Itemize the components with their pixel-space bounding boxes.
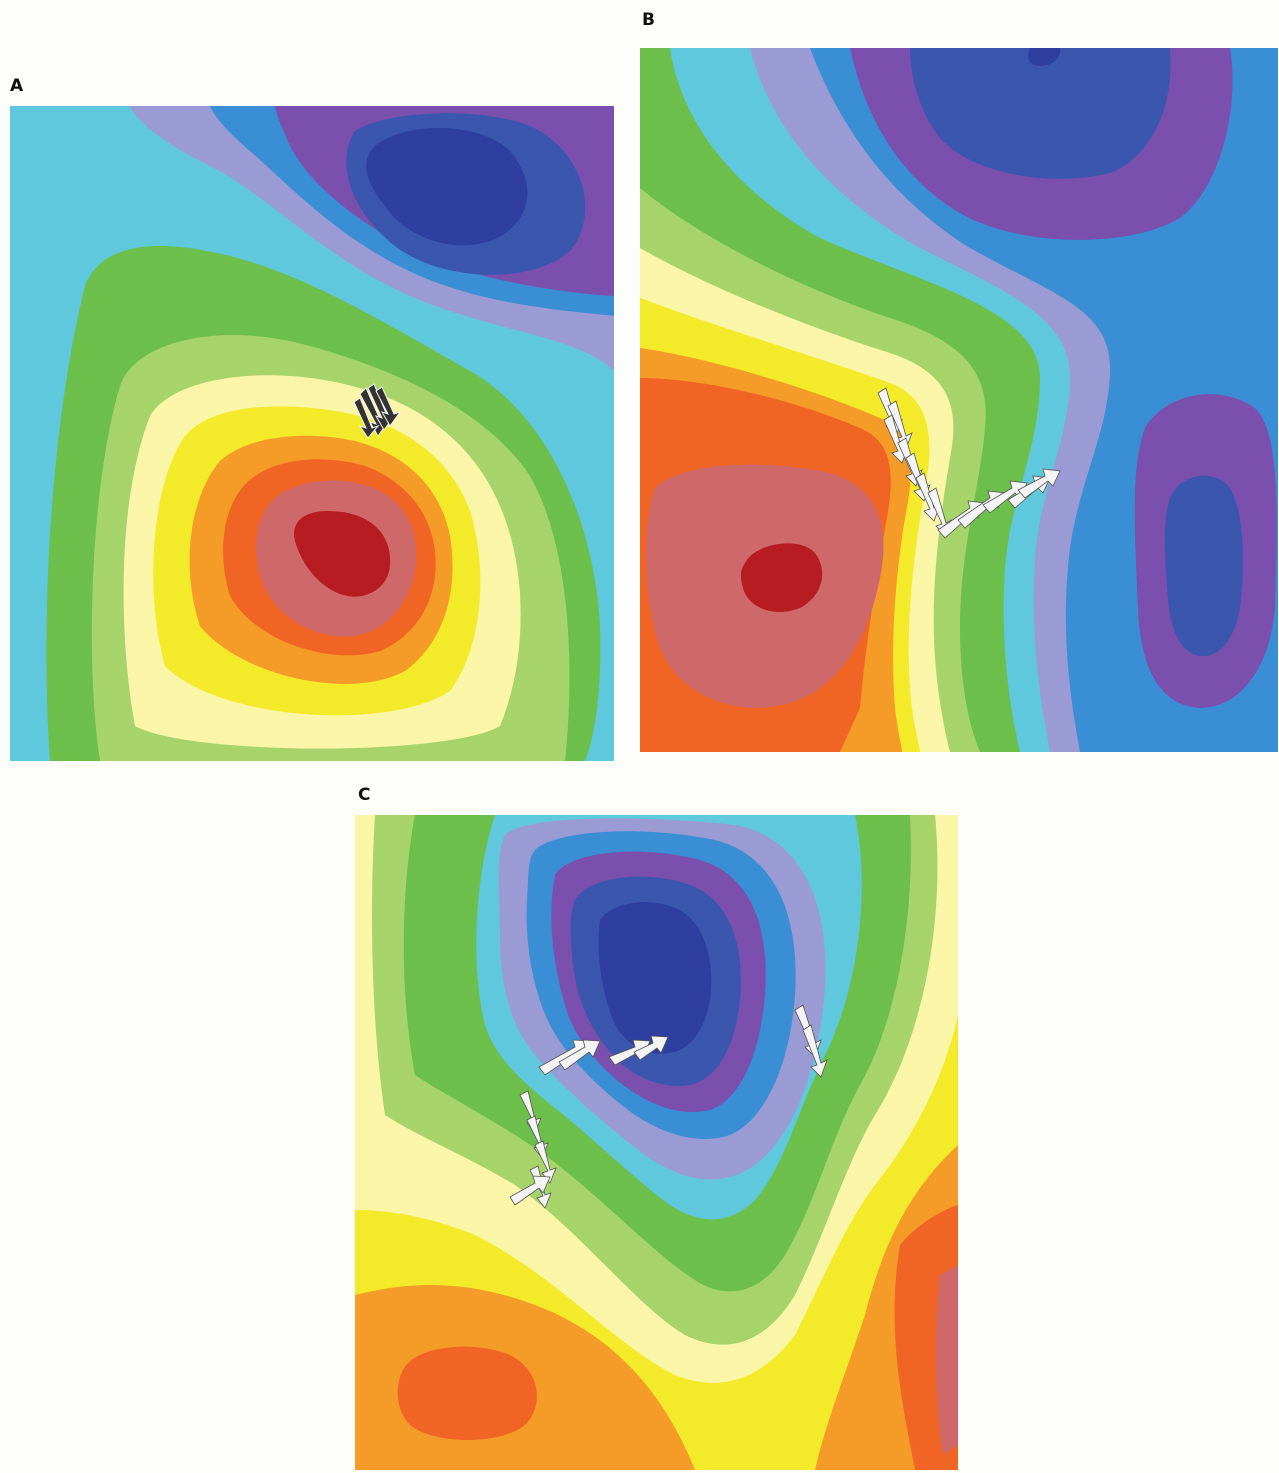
contour-level: [1028, 48, 1061, 66]
panel-label-b: B: [642, 10, 655, 30]
contour-level: [910, 48, 1171, 179]
contour-level: [740, 543, 823, 612]
contour-level: [935, 1265, 958, 1455]
arrow-cluster-a: [353, 383, 402, 439]
panel-label-c: C: [358, 785, 371, 805]
panel-label-a: A: [10, 76, 24, 96]
contour-map-c: [355, 815, 958, 1470]
contour-level: [397, 1346, 537, 1440]
contour-level: [598, 902, 712, 1054]
contour-map-a: [10, 106, 614, 761]
arrow-cluster-b: [877, 387, 1061, 539]
contour-map-b: [640, 48, 1278, 752]
contour-level: [294, 511, 391, 597]
contour-level: [1164, 475, 1243, 657]
arrow-cluster-c: [509, 1004, 828, 1209]
contour-level: [366, 127, 528, 246]
